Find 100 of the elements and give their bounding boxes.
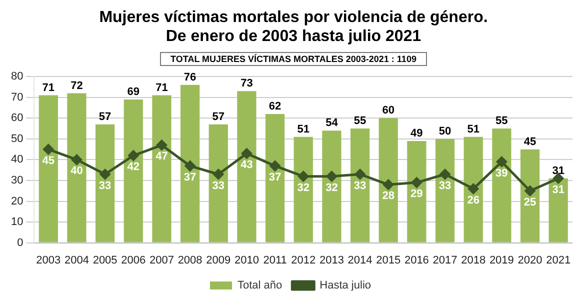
point xyxy=(270,160,280,172)
point xyxy=(71,154,82,165)
point xyxy=(43,144,54,155)
data-label: 39 xyxy=(496,167,508,180)
y-tick-label: 80 xyxy=(10,70,24,83)
point xyxy=(468,184,479,194)
y-tick-label: 60 xyxy=(10,112,24,124)
point xyxy=(326,171,337,182)
data-label: 45 xyxy=(42,154,55,167)
data-label: 54 xyxy=(326,117,339,130)
data-label: 76 xyxy=(184,71,196,84)
point xyxy=(354,168,366,180)
data-label: 33 xyxy=(354,180,366,192)
data-label: 29 xyxy=(410,188,423,200)
point xyxy=(241,148,252,159)
bar xyxy=(350,128,370,242)
data-label: 47 xyxy=(156,150,168,163)
text: TOTAL MUJERES VÍCTIMAS MORTALES 2003-2021 : 1109 xyxy=(160,52,428,66)
bar xyxy=(180,84,200,242)
data-label: 60 xyxy=(382,104,394,117)
x-tick-label: 2019 xyxy=(489,254,514,266)
x-tick-label: 2013 xyxy=(319,254,344,266)
data-label: 72 xyxy=(70,80,83,92)
data-label: 33 xyxy=(98,180,112,192)
y-tick-label: 20 xyxy=(10,195,24,208)
data-label: 37 xyxy=(268,171,282,184)
x-tick-label: 2011 xyxy=(263,254,287,266)
data-label: 51 xyxy=(297,123,310,136)
data-label: 73 xyxy=(240,78,253,90)
data-label: 49 xyxy=(410,128,423,140)
bar xyxy=(407,141,426,242)
bar xyxy=(548,178,568,242)
y-tick-label: 40 xyxy=(10,154,24,166)
bar xyxy=(464,136,483,242)
data-label: 50 xyxy=(438,125,452,138)
x-tick-label: 2016 xyxy=(404,254,429,266)
point xyxy=(440,168,450,180)
point xyxy=(156,140,167,150)
data-label: 32 xyxy=(297,182,310,194)
data-label: 55 xyxy=(354,115,366,128)
point xyxy=(383,179,394,190)
data-label: 40 xyxy=(70,165,83,178)
legend-label: Hasta julio xyxy=(320,280,371,292)
x-tick-label: 2018 xyxy=(461,254,486,266)
point xyxy=(213,168,224,180)
x-tick-label: 2005 xyxy=(92,254,118,266)
x-tick-label: 2020 xyxy=(518,254,542,266)
data-label: 32 xyxy=(326,182,338,194)
bar xyxy=(124,99,143,242)
data-label: 55 xyxy=(496,115,508,128)
bar xyxy=(96,124,115,242)
data-label: 26 xyxy=(467,194,480,206)
bar xyxy=(520,149,540,242)
data-label: 25 xyxy=(524,196,536,208)
data-label: 31 xyxy=(552,184,564,196)
bar xyxy=(67,93,86,242)
data-label: 57 xyxy=(212,110,225,123)
data-label: 69 xyxy=(127,86,140,98)
data-label: 51 xyxy=(467,123,480,136)
legend-label: Total año xyxy=(238,280,282,292)
x-tick-label: 2015 xyxy=(376,254,401,266)
x-tick-label: 2012 xyxy=(291,254,316,266)
data-label: 62 xyxy=(268,100,282,113)
bar xyxy=(322,130,342,242)
x-tick-label: 2006 xyxy=(121,254,146,266)
y-tick-label: 30 xyxy=(10,174,24,187)
data-label: 28 xyxy=(382,190,394,202)
x-tick-label: 2003 xyxy=(36,254,61,266)
data-label: 31 xyxy=(552,164,564,177)
bar xyxy=(38,95,58,242)
point xyxy=(411,177,422,188)
x-tick-label: 2014 xyxy=(348,254,372,266)
y-tick-label: 10 xyxy=(10,216,24,228)
point xyxy=(496,156,507,168)
data-label: 33 xyxy=(212,180,225,192)
point xyxy=(524,186,536,196)
data-label: 37 xyxy=(184,171,196,184)
chart-title: Mujeres víctimas mortales por violencia de género. De enero de 2003 hasta julio 2021 xyxy=(98,8,489,46)
x-tick-label: 2008 xyxy=(178,254,202,266)
x-tick-label: 2021 xyxy=(546,254,571,266)
x-tick-label: 2010 xyxy=(234,254,259,266)
data-label: 45 xyxy=(524,136,536,148)
y-tick-label: 70 xyxy=(10,91,24,104)
x-tick-label: 2007 xyxy=(149,254,174,266)
bar xyxy=(265,114,285,242)
point xyxy=(100,168,110,180)
bar xyxy=(152,95,172,242)
bar xyxy=(435,138,455,242)
point xyxy=(298,171,309,182)
y-tick-label: 50 xyxy=(10,132,24,145)
point xyxy=(184,160,196,172)
bar xyxy=(378,118,398,242)
data-label: 43 xyxy=(240,159,253,171)
bar xyxy=(294,136,313,242)
y-tick-label: 0 xyxy=(17,236,24,249)
data-label: 42 xyxy=(127,161,140,174)
data-label: 33 xyxy=(438,180,452,192)
x-tick-label: 2004 xyxy=(64,254,89,266)
data-label: 57 xyxy=(98,110,112,123)
bar xyxy=(237,91,256,242)
